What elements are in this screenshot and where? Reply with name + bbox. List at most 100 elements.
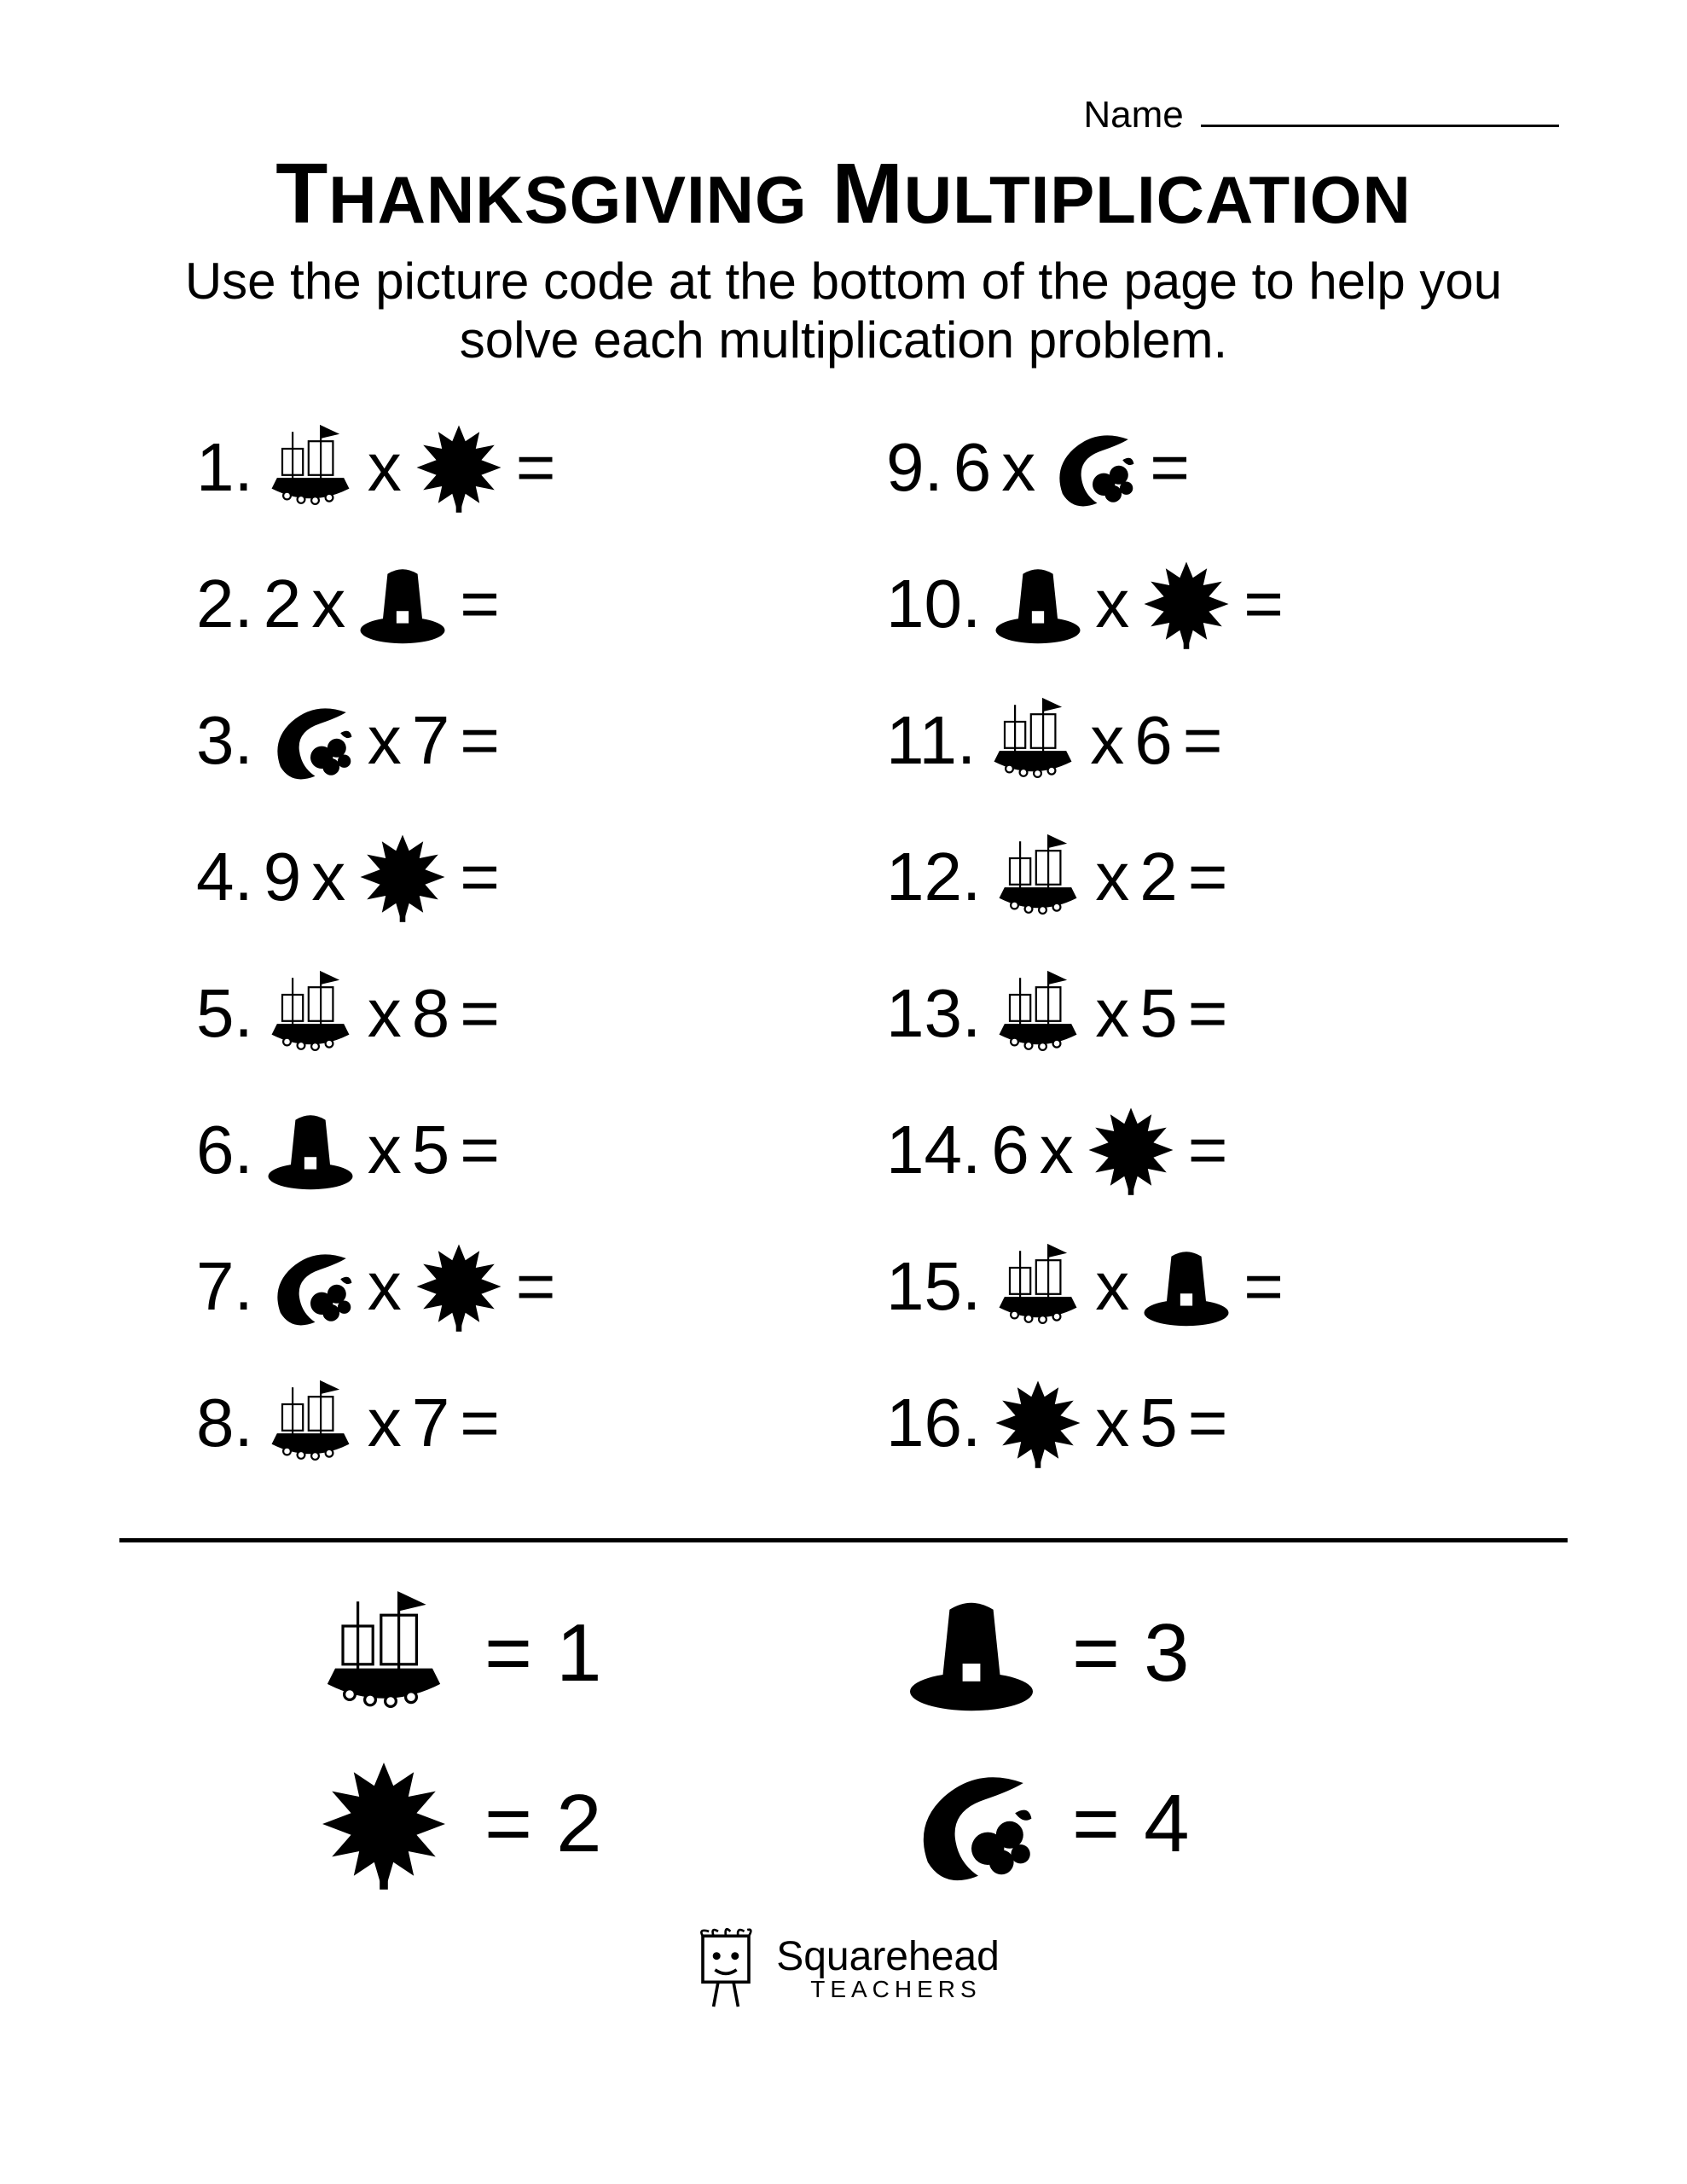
key-item: = 3 [895, 1585, 1380, 1722]
problem-number: 12. [886, 838, 981, 916]
hat-icon [895, 1585, 1048, 1722]
equals-sign: = [1072, 1777, 1120, 1871]
equals-sign: = [460, 565, 500, 643]
problem-number: 16. [886, 1384, 981, 1462]
name-blank-line[interactable] [1201, 125, 1559, 127]
problem-row: 7.x= [196, 1240, 801, 1333]
equals-sign: = [484, 1606, 532, 1700]
problem-row: 6.x 5 = [196, 1103, 801, 1197]
problem-row: 15. x = [886, 1240, 1491, 1333]
operand-b: 5 [1139, 1384, 1178, 1462]
ship-icon [986, 694, 1080, 787]
equals-sign: = [516, 1247, 556, 1326]
name-label: Name [1083, 94, 1183, 136]
key-item: = 1 [307, 1585, 792, 1722]
ship-icon [307, 1585, 461, 1722]
page-title: THANKSGIVING MULTIPLICATION [119, 145, 1568, 243]
operator: x [1001, 428, 1035, 507]
problem-row: 10. x = [886, 557, 1491, 651]
leaf-icon [1084, 1103, 1178, 1197]
problem-number: 2. [196, 565, 253, 643]
equals-sign: = [460, 974, 500, 1053]
problem-number: 10. [886, 565, 981, 643]
ship-icon [264, 421, 357, 514]
problem-number: 11. [886, 701, 976, 780]
problem-number: 5. [196, 974, 253, 1053]
operand-b: 8 [412, 974, 450, 1053]
operator: x [311, 838, 345, 916]
ship-icon [991, 1240, 1085, 1333]
key-value: 2 [556, 1777, 601, 1871]
cornucopia-icon [264, 1240, 357, 1333]
problem-number: 15. [886, 1247, 981, 1326]
operand-a: 6 [991, 1111, 1029, 1189]
problem-row: 3. x 7 = [196, 694, 801, 787]
cornucopia-icon [1046, 421, 1139, 514]
leaf-icon [307, 1756, 461, 1892]
key-item: = 2 [307, 1756, 792, 1892]
problem-row: 4. 9 x = [196, 830, 801, 924]
operand-b: 6 [1134, 701, 1173, 780]
key-item: = 4 [895, 1756, 1380, 1892]
problem-number: 3. [196, 701, 253, 780]
problem-row: 5.x 8 = [196, 967, 801, 1060]
cornucopia-icon [264, 694, 357, 787]
footer-sub: TEACHERS [810, 1978, 1000, 2001]
problem-number: 13. [886, 974, 981, 1053]
key-value: 3 [1144, 1606, 1189, 1700]
equals-sign: = [460, 701, 500, 780]
problem-row: 11. x 6 = [886, 694, 1491, 787]
operator: x [1095, 1247, 1129, 1326]
operand-b: 7 [412, 1384, 450, 1462]
ship-icon [264, 967, 357, 1060]
title-word-1: THANKSGIVING [275, 146, 807, 241]
equals-sign: = [1072, 1606, 1120, 1700]
problem-row: 12.x 2 = [886, 830, 1491, 924]
problem-row: 14. 6 x= [886, 1103, 1491, 1197]
ship-icon [264, 1376, 357, 1470]
footer: Squarehead TEACHERS [119, 1926, 1568, 2016]
operator: x [368, 1384, 402, 1462]
problem-number: 4. [196, 838, 253, 916]
equals-sign: = [460, 838, 500, 916]
operator: x [1090, 701, 1124, 780]
equals-sign: = [1150, 428, 1190, 507]
cornucopia-icon [895, 1756, 1048, 1892]
operand-a: 2 [264, 565, 302, 643]
hat-icon [991, 557, 1085, 651]
equals-sign: = [1188, 974, 1228, 1053]
name-field-line: Name [119, 94, 1568, 136]
problem-row: 16.x 5 = [886, 1376, 1491, 1470]
problem-number: 14. [886, 1111, 981, 1189]
problem-number: 8. [196, 1384, 253, 1462]
leaf-icon [991, 1376, 1085, 1470]
equals-sign: = [1244, 565, 1284, 643]
ship-icon [991, 967, 1085, 1060]
worksheet-page: Name THANKSGIVING MULTIPLICATION Use the… [0, 0, 1687, 2184]
picture-code-key: = 1= 3= 2= 4 [119, 1585, 1568, 1892]
operator: x [368, 701, 402, 780]
problem-row: 13.x 5 = [886, 967, 1491, 1060]
ship-icon [991, 830, 1085, 924]
problem-number: 9. [886, 428, 943, 507]
footer-brand: Squarehead [776, 1937, 1000, 1978]
operand-b: 5 [412, 1111, 450, 1189]
key-value: 4 [1144, 1777, 1189, 1871]
equals-sign: = [1183, 701, 1223, 780]
operand-a: 9 [264, 838, 302, 916]
instructions-text: Use the picture code at the bottom of th… [161, 252, 1526, 369]
equals-sign: = [1188, 1384, 1228, 1462]
equals-sign: = [1188, 1111, 1228, 1189]
operator: x [368, 1111, 402, 1189]
equals-sign: = [1244, 1247, 1284, 1326]
operator: x [1095, 974, 1129, 1053]
leaf-icon [412, 1240, 506, 1333]
leaf-icon [1139, 557, 1233, 651]
leaf-icon [412, 421, 506, 514]
operand-b: 7 [412, 701, 450, 780]
problem-number: 6. [196, 1111, 253, 1189]
problem-number: 7. [196, 1247, 253, 1326]
hat-icon [1139, 1240, 1233, 1333]
operator: x [1095, 565, 1129, 643]
equals-sign: = [484, 1777, 532, 1871]
